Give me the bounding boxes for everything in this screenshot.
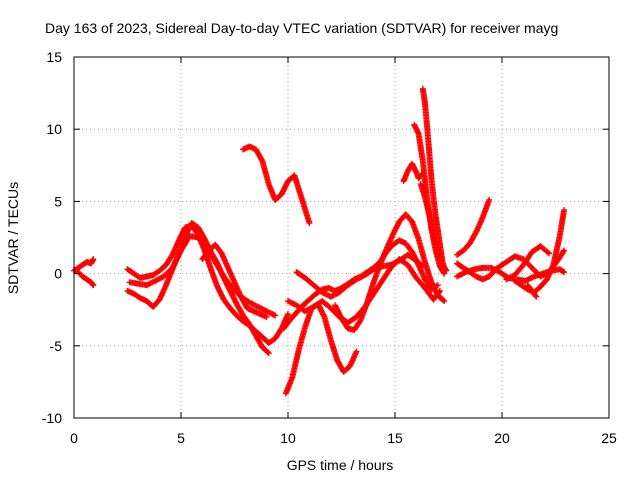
series-arc-02 bbox=[75, 269, 97, 289]
y-tick-label: 5 bbox=[54, 193, 62, 209]
x-tick-label: 0 bbox=[70, 430, 78, 446]
series-arc-22 bbox=[524, 282, 540, 300]
data-point bbox=[560, 248, 567, 255]
data-point bbox=[90, 256, 97, 263]
y-tick-label: 15 bbox=[46, 49, 62, 65]
series-arc-12 bbox=[332, 211, 448, 333]
y-axis-label: SDTVAR / TECUs bbox=[5, 182, 21, 294]
series-arc-21 bbox=[503, 243, 553, 283]
chart-title: Day 163 of 2023, Sidereal Day-to-day VTE… bbox=[45, 20, 558, 36]
data-point bbox=[561, 269, 568, 276]
y-tick-label: 0 bbox=[54, 266, 62, 282]
data-point bbox=[533, 293, 540, 300]
x-tick-label: 5 bbox=[177, 430, 185, 446]
data-point bbox=[546, 250, 553, 257]
data-point bbox=[441, 298, 448, 305]
data-point bbox=[89, 281, 96, 288]
y-tick-label: -10 bbox=[42, 410, 62, 426]
data-point bbox=[559, 268, 566, 275]
y-tick-label: -5 bbox=[50, 338, 63, 354]
data-point bbox=[434, 282, 441, 289]
series-arc-01 bbox=[71, 256, 97, 274]
data-point bbox=[443, 267, 450, 274]
series-arc-06 bbox=[199, 241, 270, 320]
series-arc-20 bbox=[511, 207, 568, 296]
x-axis-label: GPS time / hours bbox=[287, 457, 394, 473]
data-point bbox=[265, 350, 272, 357]
x-tick-label: 25 bbox=[601, 430, 617, 446]
data-point bbox=[263, 313, 270, 320]
series-arc-07 bbox=[240, 143, 313, 227]
series-arc-13 bbox=[400, 160, 426, 185]
y-tick-label: 10 bbox=[46, 121, 62, 137]
series-arc-03 bbox=[124, 222, 291, 346]
data-points bbox=[71, 85, 568, 397]
data-point bbox=[544, 249, 551, 256]
y-axis-ticks: -10 -5 0 5 10 15 bbox=[42, 49, 609, 426]
data-point bbox=[353, 348, 360, 355]
data-point bbox=[532, 292, 539, 299]
x-tick-label: 15 bbox=[387, 430, 403, 446]
plot-frame bbox=[73, 56, 610, 419]
series-arc-17 bbox=[454, 196, 493, 258]
data-point bbox=[264, 349, 271, 356]
x-tick-label: 10 bbox=[280, 430, 296, 446]
data-point bbox=[272, 312, 279, 319]
series-arc-05 bbox=[126, 233, 279, 319]
data-point bbox=[561, 247, 568, 254]
x-axis-ticks: 0 5 10 15 20 25 bbox=[70, 57, 617, 446]
data-point bbox=[440, 297, 447, 304]
data-point bbox=[306, 220, 313, 227]
data-point bbox=[442, 266, 449, 273]
data-point bbox=[561, 207, 568, 214]
data-point bbox=[486, 196, 493, 203]
data-point bbox=[90, 282, 97, 289]
series-arc-15 bbox=[419, 85, 448, 274]
data-point bbox=[285, 311, 291, 318]
data-point bbox=[258, 156, 265, 163]
series-arc-16 bbox=[417, 181, 450, 274]
x-tick-label: 20 bbox=[494, 430, 510, 446]
